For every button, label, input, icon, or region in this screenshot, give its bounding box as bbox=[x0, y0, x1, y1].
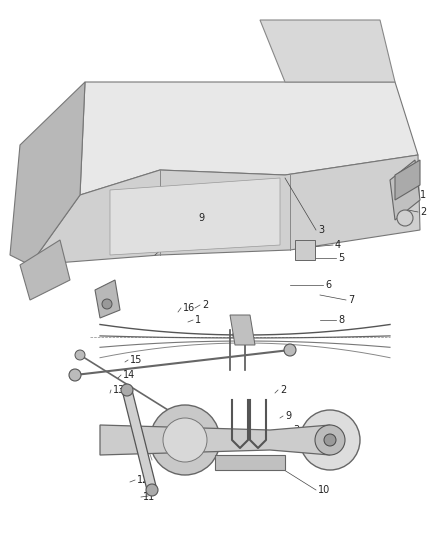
Text: 11: 11 bbox=[143, 492, 155, 502]
Polygon shape bbox=[395, 160, 420, 200]
Polygon shape bbox=[30, 155, 420, 265]
Text: 12: 12 bbox=[137, 475, 149, 485]
Circle shape bbox=[163, 418, 207, 462]
Text: 1: 1 bbox=[420, 190, 426, 200]
Text: 9: 9 bbox=[198, 213, 204, 223]
Circle shape bbox=[315, 425, 345, 455]
Text: 5: 5 bbox=[338, 253, 344, 263]
Circle shape bbox=[397, 210, 413, 226]
Text: 2: 2 bbox=[202, 300, 208, 310]
Text: 2: 2 bbox=[280, 385, 286, 395]
Circle shape bbox=[146, 484, 158, 496]
Text: 2: 2 bbox=[420, 207, 426, 217]
Text: 3: 3 bbox=[318, 225, 324, 235]
Circle shape bbox=[102, 299, 112, 309]
Circle shape bbox=[300, 410, 360, 470]
Polygon shape bbox=[95, 280, 120, 318]
Polygon shape bbox=[20, 240, 70, 300]
Polygon shape bbox=[80, 82, 418, 195]
Text: 15: 15 bbox=[130, 355, 142, 365]
Polygon shape bbox=[122, 390, 157, 490]
Text: 16: 16 bbox=[183, 303, 195, 313]
Polygon shape bbox=[110, 178, 280, 255]
Text: 6: 6 bbox=[325, 280, 331, 290]
Text: 9: 9 bbox=[285, 411, 291, 421]
Circle shape bbox=[150, 405, 220, 475]
Text: 8: 8 bbox=[338, 315, 344, 325]
Text: 3: 3 bbox=[293, 425, 299, 435]
Polygon shape bbox=[215, 455, 285, 470]
Polygon shape bbox=[230, 315, 255, 345]
Polygon shape bbox=[390, 160, 420, 220]
Circle shape bbox=[121, 384, 133, 396]
Polygon shape bbox=[260, 20, 395, 82]
Text: 10: 10 bbox=[318, 485, 330, 495]
Text: 1: 1 bbox=[195, 315, 201, 325]
Text: 14: 14 bbox=[123, 370, 135, 380]
Circle shape bbox=[324, 434, 336, 446]
Text: 13: 13 bbox=[113, 385, 125, 395]
Polygon shape bbox=[100, 425, 330, 455]
Text: 7: 7 bbox=[348, 295, 354, 305]
Polygon shape bbox=[10, 82, 85, 265]
Circle shape bbox=[75, 350, 85, 360]
Text: 4: 4 bbox=[335, 240, 341, 250]
Circle shape bbox=[284, 344, 296, 356]
Circle shape bbox=[69, 369, 81, 381]
Circle shape bbox=[233, 331, 241, 339]
Polygon shape bbox=[295, 240, 315, 260]
